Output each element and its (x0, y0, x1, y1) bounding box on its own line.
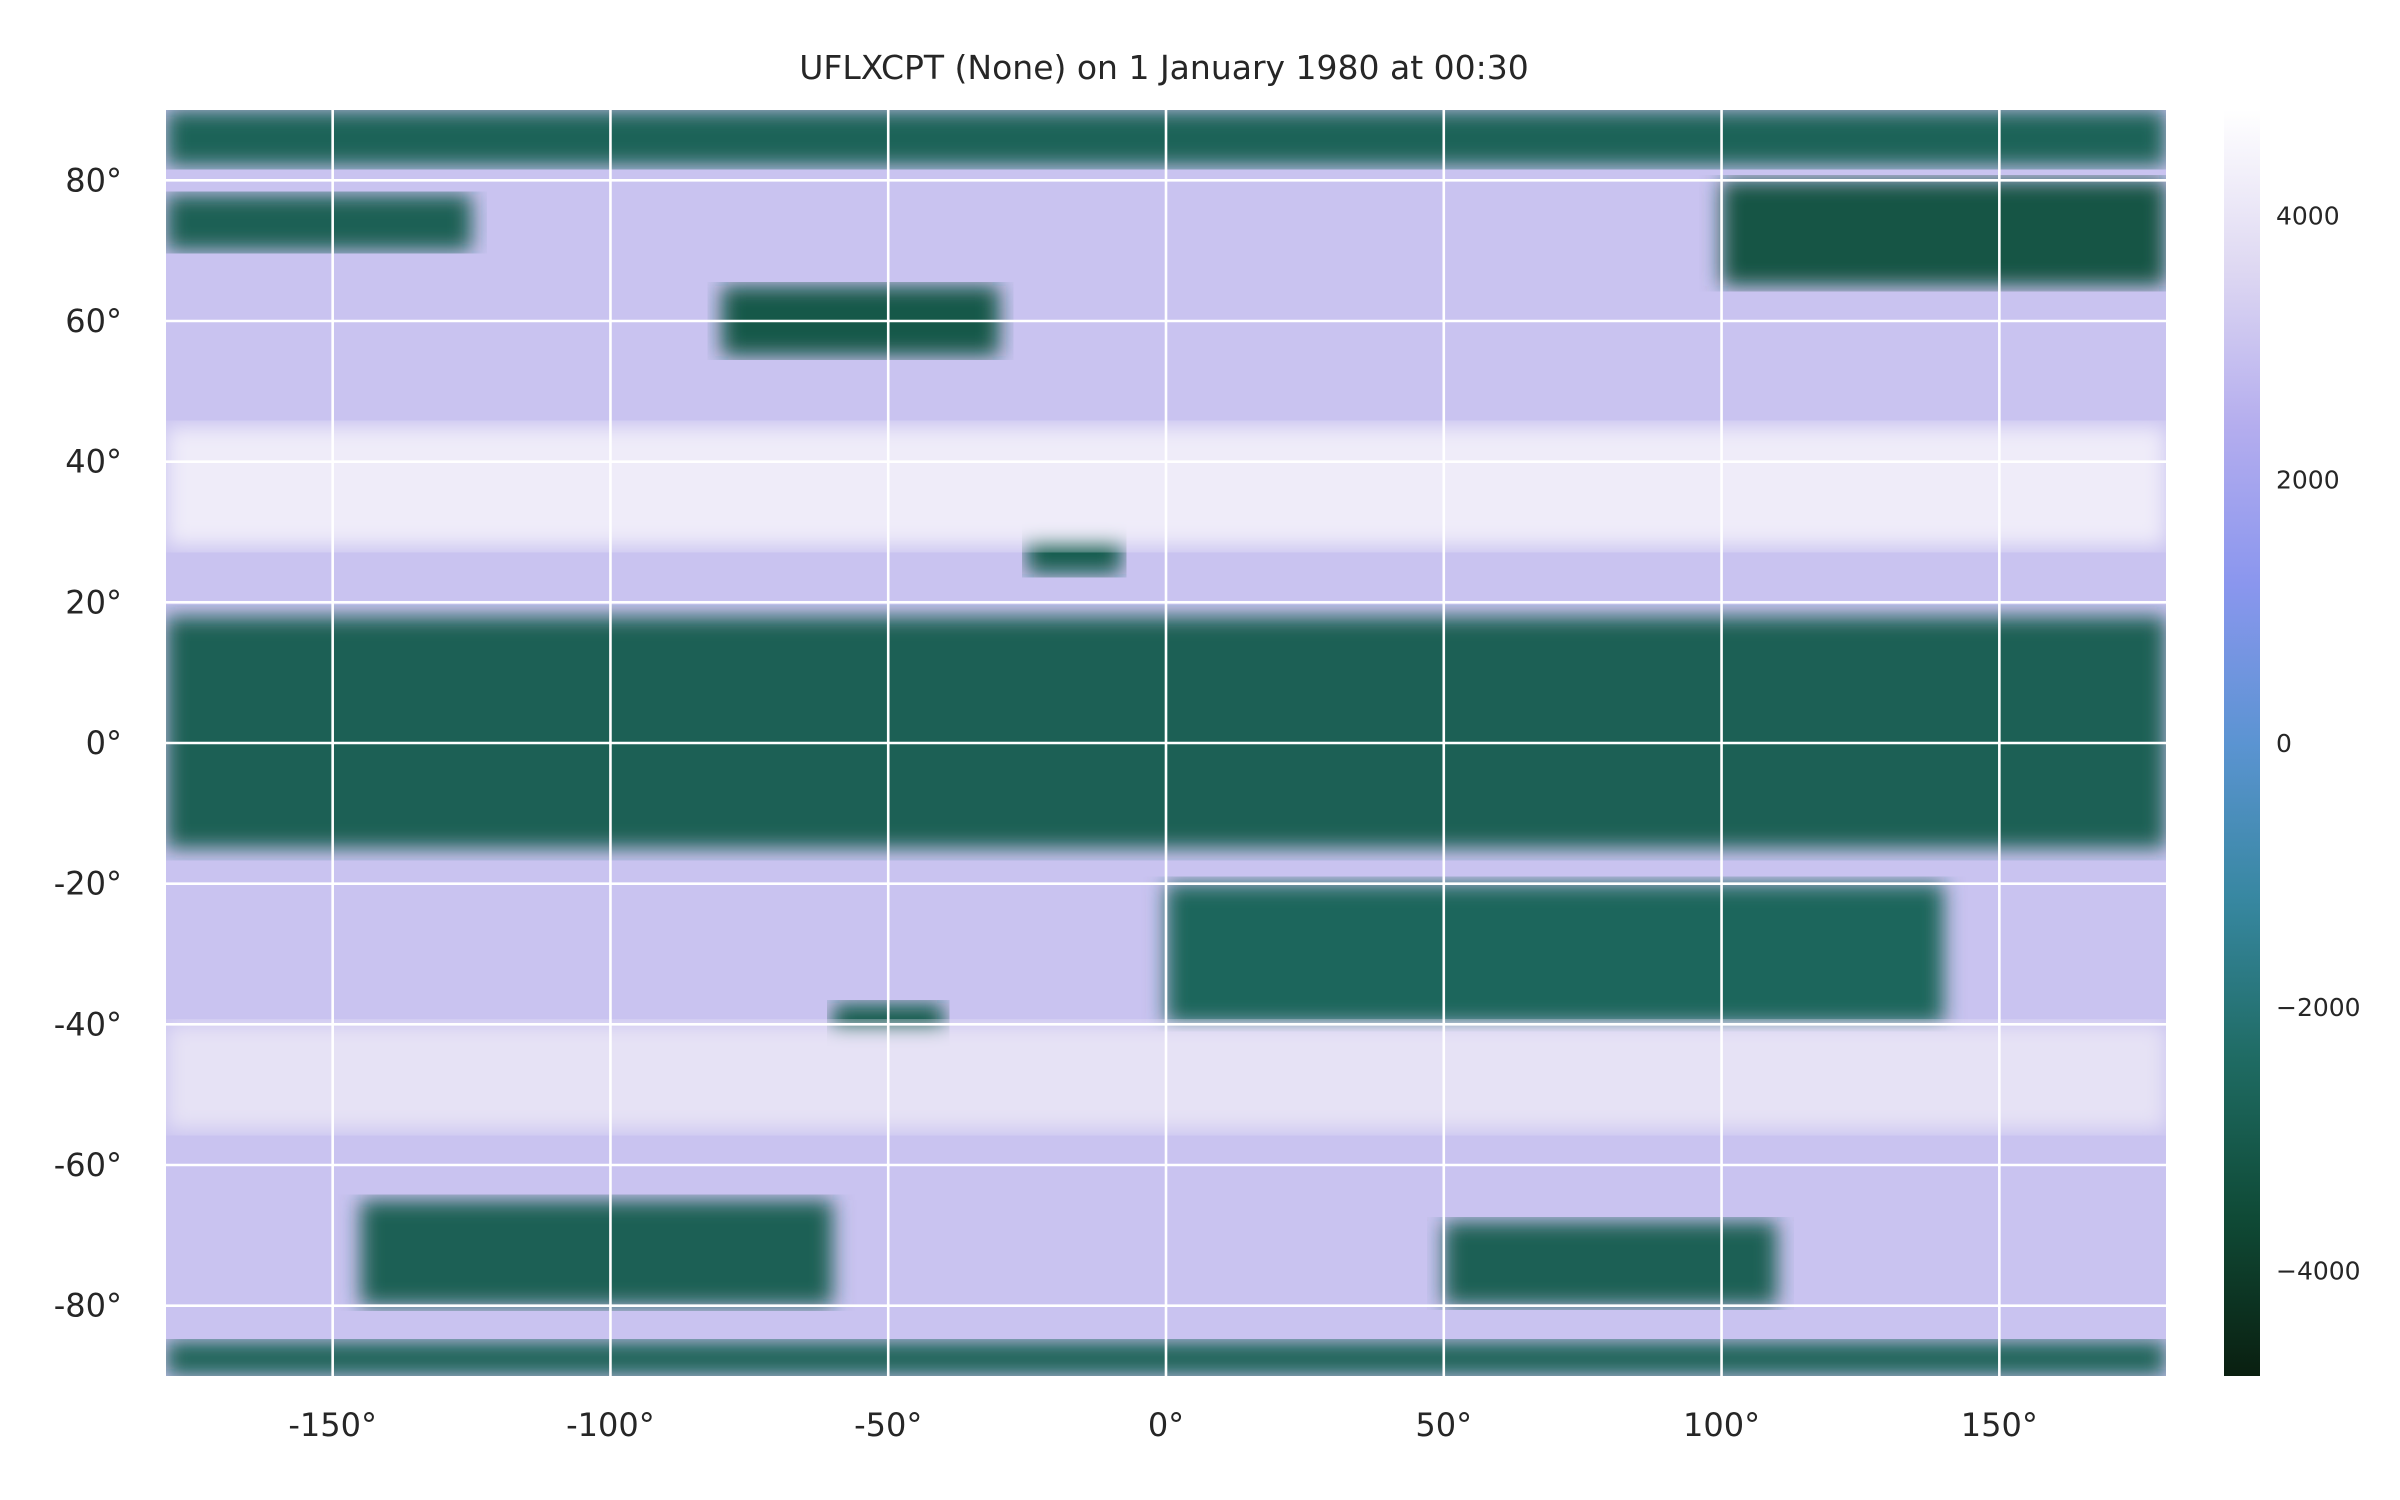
x-tick-label: 100° (1683, 1406, 1760, 1444)
x-tick-label: 0° (1148, 1406, 1184, 1444)
colorbar-tick-label: 4000 (2276, 202, 2340, 231)
colorbar-tick-label: 0 (2276, 729, 2292, 758)
y-tick-label: -80° (54, 1287, 122, 1325)
grid-lines (166, 110, 2166, 1376)
colorbar-tick-label: 2000 (2276, 465, 2340, 494)
y-tick-label: -40° (54, 1005, 122, 1043)
colorbar-tick-label: −4000 (2276, 1257, 2361, 1286)
x-axis: -150° -100° -50° 0° 50° 100° 150° (288, 1406, 2038, 1444)
x-tick-label: 50° (1415, 1406, 1472, 1444)
x-tick-label: 150° (1961, 1406, 2038, 1444)
heatmap-cell (1721, 180, 2166, 286)
x-tick-label: -150° (288, 1406, 377, 1444)
heatmap-cell (166, 194, 472, 251)
y-tick-label: 20° (65, 583, 122, 621)
colorbar: 4000 2000 0 −2000 −4000 (2224, 110, 2361, 1376)
y-tick-label: 80° (65, 161, 122, 199)
y-tick-label: 60° (65, 302, 122, 340)
y-tick-label: 0° (86, 724, 122, 762)
heatmap-cell (360, 1200, 833, 1306)
colorbar-tick-label: −2000 (2276, 993, 2361, 1022)
heatmap-cell (1443, 1221, 1778, 1306)
colorbar-gradient (2224, 110, 2260, 1376)
heatmap-cell (1166, 883, 1944, 1025)
y-axis: 80° 60° 40° 20° 0° -20° -40° -60° -80° (54, 161, 122, 1324)
y-tick-label: -20° (54, 865, 122, 903)
x-tick-label: -50° (854, 1406, 922, 1444)
y-tick-label: 40° (65, 443, 122, 481)
x-tick-label: -100° (566, 1406, 655, 1444)
y-tick-label: -60° (54, 1146, 122, 1184)
chart-title: UFLXCPT (None) on 1 January 1980 at 00:3… (799, 48, 1529, 87)
